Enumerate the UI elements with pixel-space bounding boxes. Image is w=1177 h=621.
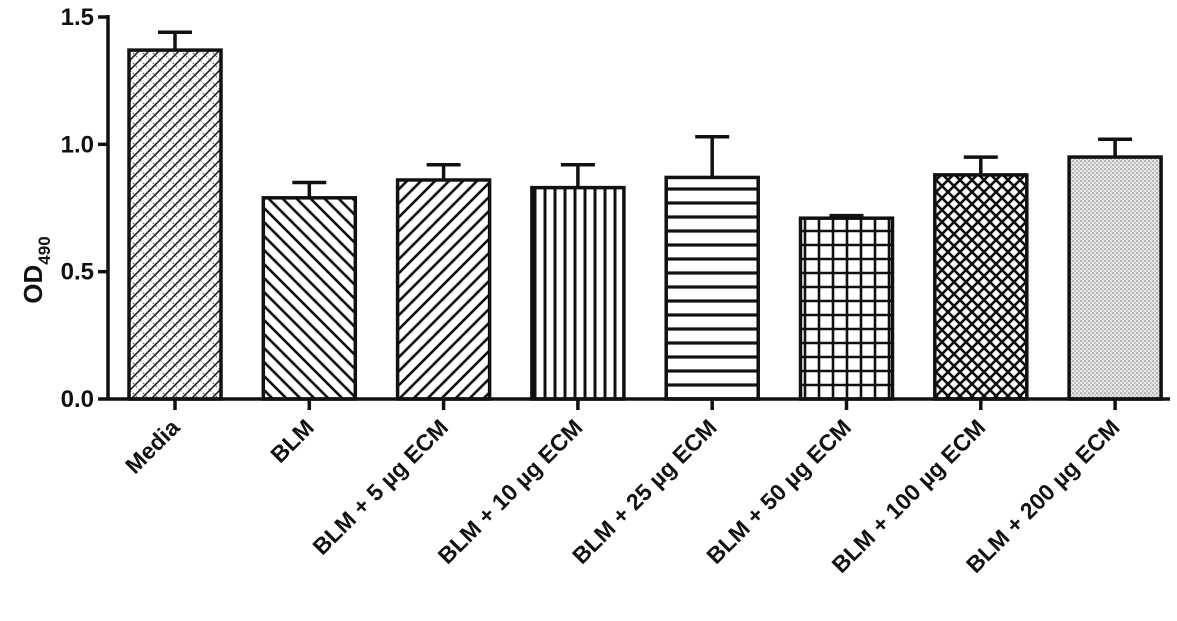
y-tick-label: 0.0	[61, 386, 94, 413]
y-tick-label: 1.0	[61, 131, 94, 158]
x-category-label: BLM	[265, 414, 319, 468]
bar	[798, 216, 895, 401]
y-axis-title-subscript: 490	[35, 236, 54, 264]
y-tick-label: 1.5	[61, 4, 94, 31]
bar	[395, 178, 492, 401]
bars-group	[127, 48, 1163, 401]
x-category-label: BLM + 10 µg ECM	[433, 414, 588, 569]
bar	[664, 175, 760, 401]
y-tick-label: 0.5	[61, 259, 94, 286]
bar	[1067, 155, 1163, 401]
bar	[530, 185, 626, 401]
error-bars-group	[158, 30, 1133, 219]
x-category-label: BLM + 200 µg ECM	[961, 414, 1125, 578]
bar	[261, 196, 358, 401]
axes	[106, 15, 1170, 401]
x-category-label: BLM + 5 µg ECM	[307, 414, 453, 560]
y-axis-title: OD490	[18, 236, 54, 303]
y-ticks: 0.0 0.5 1.0 1.5	[61, 4, 108, 413]
x-category-label: BLM + 50 µg ECM	[701, 414, 856, 569]
bar	[933, 173, 1029, 401]
x-category-label: Media	[120, 414, 185, 479]
x-category-label: BLM + 25 µg ECM	[567, 414, 722, 569]
bar	[127, 48, 223, 401]
